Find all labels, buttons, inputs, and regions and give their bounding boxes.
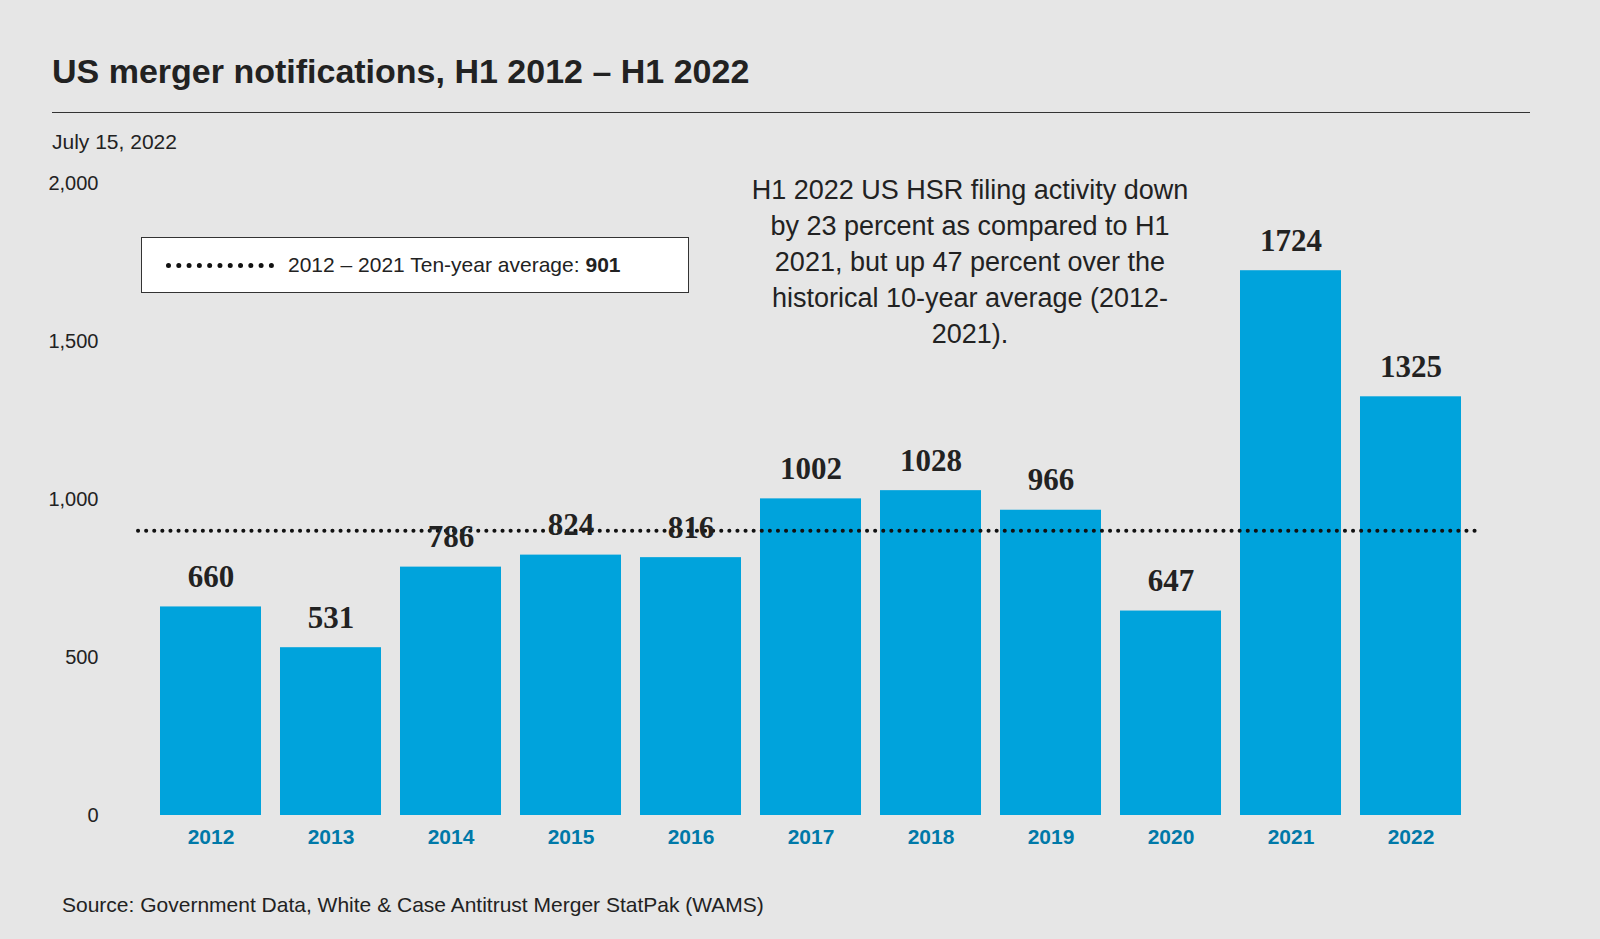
svg-text:2017: 2017 bbox=[788, 825, 835, 848]
svg-text:1002: 1002 bbox=[780, 451, 842, 486]
svg-text:500: 500 bbox=[65, 646, 98, 668]
svg-text:2012: 2012 bbox=[188, 825, 235, 848]
svg-text:2021: 2021 bbox=[1268, 825, 1315, 848]
svg-text:1325: 1325 bbox=[1380, 349, 1442, 384]
svg-text:1724: 1724 bbox=[1260, 223, 1322, 258]
svg-text:2015: 2015 bbox=[548, 825, 595, 848]
svg-text:2020: 2020 bbox=[1148, 825, 1195, 848]
svg-text:2022: 2022 bbox=[1388, 825, 1435, 848]
svg-text:647: 647 bbox=[1148, 563, 1195, 598]
svg-text:824: 824 bbox=[548, 507, 595, 542]
svg-text:2016: 2016 bbox=[668, 825, 715, 848]
svg-text:966: 966 bbox=[1028, 462, 1075, 497]
svg-text:1,500: 1,500 bbox=[48, 330, 98, 352]
html-text:US merger notifications, H1 20: US merger notifications, H1 2012 – H1 20… bbox=[52, 52, 750, 90]
svg-text:2018: 2018 bbox=[908, 825, 955, 848]
svg-text:786: 786 bbox=[428, 519, 475, 554]
svg-text:660: 660 bbox=[188, 559, 235, 594]
html-text:Source: Government Data, White: Source: Government Data, White & Case An… bbox=[62, 893, 764, 916]
html-text:2012 – 2021 Ten-year average:: 2012 – 2021 Ten-year average: 901 bbox=[288, 253, 621, 276]
svg-text:531: 531 bbox=[308, 600, 355, 635]
svg-text:1,000: 1,000 bbox=[48, 488, 98, 510]
svg-text:1028: 1028 bbox=[900, 443, 962, 478]
svg-text:2,000: 2,000 bbox=[48, 172, 98, 194]
svg-text:2014: 2014 bbox=[428, 825, 475, 848]
html-text:H1 2022 US HSR filing activity: H1 2022 US HSR filing activity down by 2… bbox=[751, 175, 1189, 349]
svg-text:816: 816 bbox=[668, 510, 715, 545]
svg-text:0: 0 bbox=[87, 804, 98, 826]
svg-text:2013: 2013 bbox=[308, 825, 355, 848]
svg-text:2019: 2019 bbox=[1028, 825, 1075, 848]
html-text:July 15, 2022: July 15, 2022 bbox=[52, 130, 177, 153]
